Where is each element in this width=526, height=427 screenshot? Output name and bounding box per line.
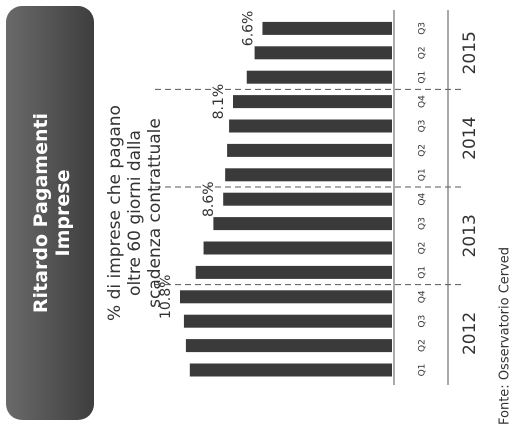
data-label: 8.6% — [201, 181, 217, 217]
x-tick-label: Q3 — [418, 120, 428, 133]
chart-subtitle: % di imprese che paganooltre 60 giorni d… — [105, 105, 165, 321]
source: Fonte: Osservatorio Cerved — [498, 247, 513, 425]
bar — [223, 192, 392, 206]
bar — [213, 217, 392, 231]
bar — [229, 119, 392, 133]
bar — [225, 168, 392, 182]
x-tick-label: Q3 — [418, 315, 428, 328]
x-tick-label: Q2 — [418, 144, 428, 157]
x-tick-label: Q1 — [418, 71, 428, 84]
data-label: 8.1% — [211, 84, 227, 120]
group-label: 2014 — [460, 117, 480, 160]
x-tick-label: Q4 — [418, 95, 428, 108]
bar — [189, 363, 392, 377]
x-tick-label: Q2 — [418, 46, 428, 59]
x-tick-label: Q1 — [418, 266, 428, 279]
x-tick-label: Q4 — [418, 193, 428, 206]
bar — [203, 241, 392, 255]
bar — [227, 143, 392, 157]
bar — [180, 290, 392, 304]
x-tick-label: Q1 — [418, 364, 428, 377]
bar — [254, 46, 392, 60]
title-box — [6, 6, 94, 420]
bar — [185, 339, 392, 353]
group-label: 2012 — [460, 312, 480, 355]
x-tick-label: Q1 — [418, 168, 428, 181]
group-label: 2013 — [460, 214, 480, 257]
chart-title: Ritardo PagamentiImprese — [30, 113, 74, 313]
x-tick-label: Q2 — [418, 339, 428, 352]
x-tick-label: Q4 — [418, 290, 428, 303]
x-tick-label: Q3 — [418, 217, 428, 230]
bar — [246, 70, 392, 84]
bar — [233, 95, 392, 109]
bar — [195, 265, 392, 279]
bar — [262, 21, 392, 35]
bar — [183, 314, 392, 328]
x-tick-label: Q3 — [418, 22, 428, 35]
group-label: 2015 — [460, 31, 480, 74]
data-label: 6.6% — [240, 11, 256, 47]
x-tick-label: Q2 — [418, 242, 428, 255]
data-label: 10.8% — [158, 275, 174, 319]
